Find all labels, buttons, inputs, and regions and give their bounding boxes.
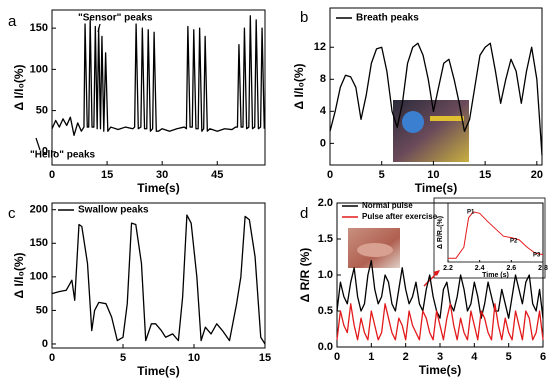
x-axis-label: Time(s): [415, 181, 457, 195]
x-tick-label: 5: [506, 351, 512, 363]
y-tick-label: 4: [320, 105, 327, 117]
y-tick-label: 0: [42, 146, 48, 158]
annotation-arrow: [35, 137, 41, 151]
annotation: P2: [510, 239, 518, 245]
data-line: [51, 214, 266, 345]
y-tick-label: 8: [320, 73, 326, 85]
panel-label: c: [8, 205, 16, 222]
y-tick-label: 100: [30, 63, 48, 75]
annotation: P3: [533, 253, 541, 259]
data-line: [329, 42, 543, 156]
x-tick-label: 20: [531, 169, 543, 181]
legend-label: Normal pulse: [362, 201, 413, 210]
y-tick-label: 0: [42, 338, 48, 350]
x-tick-label: 5: [120, 352, 126, 364]
legend-label: Breath peaks: [356, 13, 419, 24]
x-tick-label: 15: [479, 169, 491, 181]
data-line: [51, 15, 265, 136]
legend-label: Swallow peaks: [78, 205, 149, 216]
x-tick-label: 45: [211, 169, 223, 181]
plot-area: [336, 259, 544, 341]
x-tick-label: 30: [156, 169, 168, 181]
plot-area: [51, 15, 265, 136]
x-tick-label: 5: [379, 169, 385, 181]
photo-d: [348, 228, 400, 268]
annotation: P1: [467, 210, 475, 216]
x-tick-label: 0: [334, 351, 340, 363]
x-tick-label: 15: [101, 169, 113, 181]
x-tick-label: 4: [471, 351, 478, 363]
axes-frame: [51, 202, 266, 349]
plot-area: [329, 42, 543, 156]
x-tick-label: 0: [49, 352, 55, 364]
x-tick-label: 1: [368, 351, 374, 363]
axes-frame: [447, 202, 544, 263]
plot-area: [448, 211, 544, 259]
y-tick-label: 200: [30, 204, 48, 216]
y-tick-label: 50: [36, 104, 48, 116]
x-tick-label: 0: [327, 169, 333, 181]
x-tick-label: 2.4: [475, 265, 485, 272]
y-axis-label: Δ R/R₀(%): [437, 216, 444, 249]
data-line: [336, 303, 544, 341]
x-tick-label: 2.8: [538, 265, 548, 272]
x-tick-label: 2.6: [506, 265, 516, 272]
annotation: "Sensor" peaks: [78, 13, 153, 24]
photo-b: [393, 100, 469, 162]
legend-label: Pulse after exercise: [362, 212, 438, 221]
data-line: [336, 259, 544, 319]
annotation: "Hello" peaks: [30, 150, 96, 161]
axes-frame: [51, 9, 266, 166]
x-axis-label: Time(s): [419, 363, 461, 377]
y-axis-label: Δ R/R (%): [298, 248, 312, 303]
x-axis-label: Time(s): [137, 181, 179, 195]
y-tick-label: 50: [36, 304, 48, 316]
data-line: [448, 211, 544, 259]
y-tick-label: 100: [30, 271, 48, 283]
x-tick-label: 3: [437, 351, 443, 363]
inset-arrow-head: [433, 270, 440, 276]
y-tick-label: 150: [30, 22, 48, 34]
annotation-arrow: [97, 23, 101, 33]
y-axis-label: Δ I/I₀(%): [12, 252, 26, 298]
x-tick-label: 10: [427, 169, 439, 181]
x-tick-label: 15: [259, 352, 271, 364]
panel-label: d: [300, 205, 308, 222]
plot-area: [51, 214, 266, 345]
y-tick-label: 2.0: [318, 197, 333, 209]
x-axis-label: Time(s): [137, 364, 179, 378]
inset-frame: [433, 197, 546, 279]
panel-label: a: [8, 13, 17, 30]
x-tick-label: 0: [49, 169, 55, 181]
axes-frame: [329, 7, 543, 166]
y-tick-label: 1.0: [318, 269, 333, 281]
y-axis-label: Δ I/I₀(%): [292, 63, 306, 109]
y-tick-label: 1.5: [318, 233, 333, 245]
x-tick-label: 6: [540, 351, 546, 363]
y-tick-label: 0.0: [318, 341, 333, 353]
panel-label: b: [300, 9, 308, 26]
x-tick-label: 2: [403, 351, 409, 363]
y-tick-label: 0.5: [318, 305, 333, 317]
x-tick-label: 2.2: [443, 265, 453, 272]
y-tick-label: 0: [320, 137, 326, 149]
y-tick-label: 150: [30, 237, 48, 249]
x-tick-label: 10: [188, 352, 200, 364]
y-axis-label: Δ I/I₀(%): [12, 64, 26, 110]
x-axis-label: Time (s): [482, 272, 509, 279]
y-tick-label: 12: [314, 41, 326, 53]
